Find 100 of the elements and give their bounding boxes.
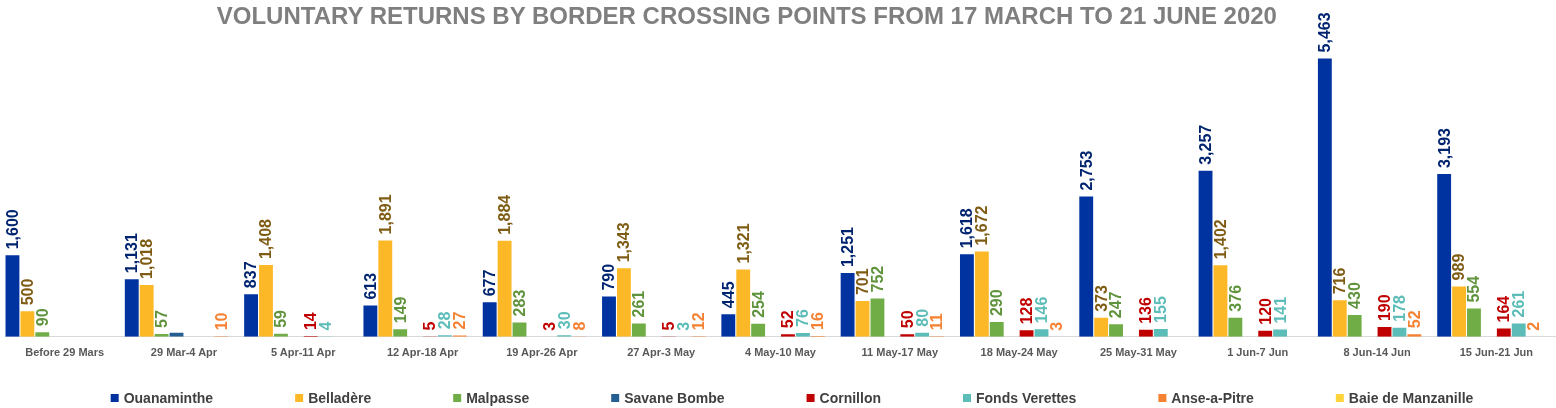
data-label: 1,408 xyxy=(257,218,275,260)
data-label: 247 xyxy=(1107,291,1125,319)
data-label: 261 xyxy=(630,290,648,318)
x-tick-label: 27 Apr-3 May xyxy=(627,346,697,359)
data-label: 1,618 xyxy=(958,208,976,249)
data-label: 155 xyxy=(1152,296,1170,323)
bar xyxy=(1452,286,1466,337)
data-label: 14 xyxy=(302,312,320,331)
data-label: 2,753 xyxy=(1077,150,1095,191)
data-label: 16 xyxy=(809,312,827,330)
legend-label: Belladère xyxy=(308,389,372,406)
x-tick-label: 29 Mar-4 Apr xyxy=(150,346,218,359)
data-label: 10 xyxy=(212,312,230,331)
bar xyxy=(1213,265,1228,337)
data-label: 790 xyxy=(600,263,618,291)
bar xyxy=(244,294,259,337)
data-label: 613 xyxy=(361,272,379,300)
x-tick-label: Before 29 Mars xyxy=(25,346,105,359)
data-label: 677 xyxy=(481,269,499,297)
bar xyxy=(602,296,616,337)
x-tick-label: 12 Apr-18 Apr xyxy=(386,346,459,359)
data-label: 59 xyxy=(272,309,290,328)
bar xyxy=(1332,300,1347,337)
data-label: 1,131 xyxy=(123,233,141,274)
bar xyxy=(1198,170,1213,337)
bar xyxy=(736,269,751,337)
bar xyxy=(1347,314,1362,337)
legend-label: Savane Bombe xyxy=(624,389,725,406)
data-label: 445 xyxy=(719,281,737,309)
bar xyxy=(139,284,154,337)
data-label: 52 xyxy=(1405,310,1423,329)
bar xyxy=(259,265,273,337)
bar xyxy=(1228,317,1243,337)
x-tick-label: 5 Apr-11 Apr xyxy=(270,346,337,359)
data-label: 1,884 xyxy=(496,194,514,235)
bar xyxy=(751,323,766,337)
data-label: 752 xyxy=(868,265,886,293)
bar xyxy=(497,240,512,337)
data-label: 1,891 xyxy=(376,194,394,235)
data-label: 376 xyxy=(1226,284,1244,312)
data-label: 1,321 xyxy=(734,223,752,264)
data-label: 500 xyxy=(18,278,36,306)
chart-title: VOLUNTARY RETURNS BY BORDER CROSSING POINTS FROM 17 MARCH TO 21 JUNE 2020 xyxy=(216,1,1277,29)
bar xyxy=(512,322,527,337)
bar xyxy=(5,255,20,337)
data-label: 141 xyxy=(1271,296,1289,324)
bar xyxy=(870,298,885,337)
data-label: 254 xyxy=(749,291,767,318)
data-label: 190 xyxy=(1375,294,1393,322)
legend-label: Anse-a-Pitre xyxy=(1171,389,1255,406)
x-tick-label: 11 May-17 May xyxy=(861,346,939,359)
bar xyxy=(1467,308,1481,337)
bar xyxy=(974,251,989,337)
data-label: 120 xyxy=(1256,297,1274,325)
data-label: 52 xyxy=(779,310,797,329)
data-label: 373 xyxy=(1092,285,1110,312)
bar xyxy=(378,240,393,337)
x-tick-label: 15 Jun-21 Jun xyxy=(1459,346,1534,359)
data-label: 80 xyxy=(913,308,931,327)
data-label: 5 xyxy=(421,321,439,331)
data-label: 11 xyxy=(928,313,946,331)
data-label: 701 xyxy=(853,268,871,296)
x-tick-label: 1 Jun-7 Jun xyxy=(1227,346,1289,359)
data-label: 136 xyxy=(1137,297,1155,324)
bar xyxy=(1109,324,1123,337)
x-tick-label: 19 Apr-26 Apr xyxy=(506,346,579,359)
data-label: 716 xyxy=(1331,267,1349,295)
x-tick-label: 18 May-24 May xyxy=(980,346,1059,359)
bar xyxy=(840,273,855,337)
data-label: 3,257 xyxy=(1196,124,1214,165)
data-label: 149 xyxy=(391,296,409,324)
x-tick-label: 25 May-31 May xyxy=(1099,346,1178,359)
data-label: 50 xyxy=(898,310,916,329)
data-label: 3 xyxy=(1047,321,1065,331)
bar xyxy=(1317,58,1332,337)
data-label: 3,193 xyxy=(1435,127,1453,169)
data-label: 5,463 xyxy=(1316,12,1334,53)
bar xyxy=(1019,330,1034,337)
data-label: 27 xyxy=(451,311,469,330)
data-label: 164 xyxy=(1495,295,1513,323)
data-label: 178 xyxy=(1390,294,1408,322)
bar xyxy=(393,329,408,337)
data-label: 30 xyxy=(555,311,573,330)
legend-label: Baie de Manzanille xyxy=(1348,389,1474,406)
data-label: 3 xyxy=(540,321,558,331)
data-label: 57 xyxy=(153,310,170,328)
bar xyxy=(1511,323,1526,337)
bar xyxy=(1496,328,1511,337)
data-label: 1,402 xyxy=(1211,219,1229,260)
bar xyxy=(482,302,497,337)
data-label: 12 xyxy=(689,312,707,331)
bar xyxy=(124,279,139,337)
data-label: 2 xyxy=(1525,321,1543,331)
data-label: 4 xyxy=(317,321,335,331)
data-label: 989 xyxy=(1450,253,1468,281)
bar xyxy=(1079,196,1094,337)
bar xyxy=(631,323,646,337)
bar xyxy=(363,305,378,337)
data-label: 8 xyxy=(570,321,588,331)
data-label: 146 xyxy=(1032,296,1050,324)
